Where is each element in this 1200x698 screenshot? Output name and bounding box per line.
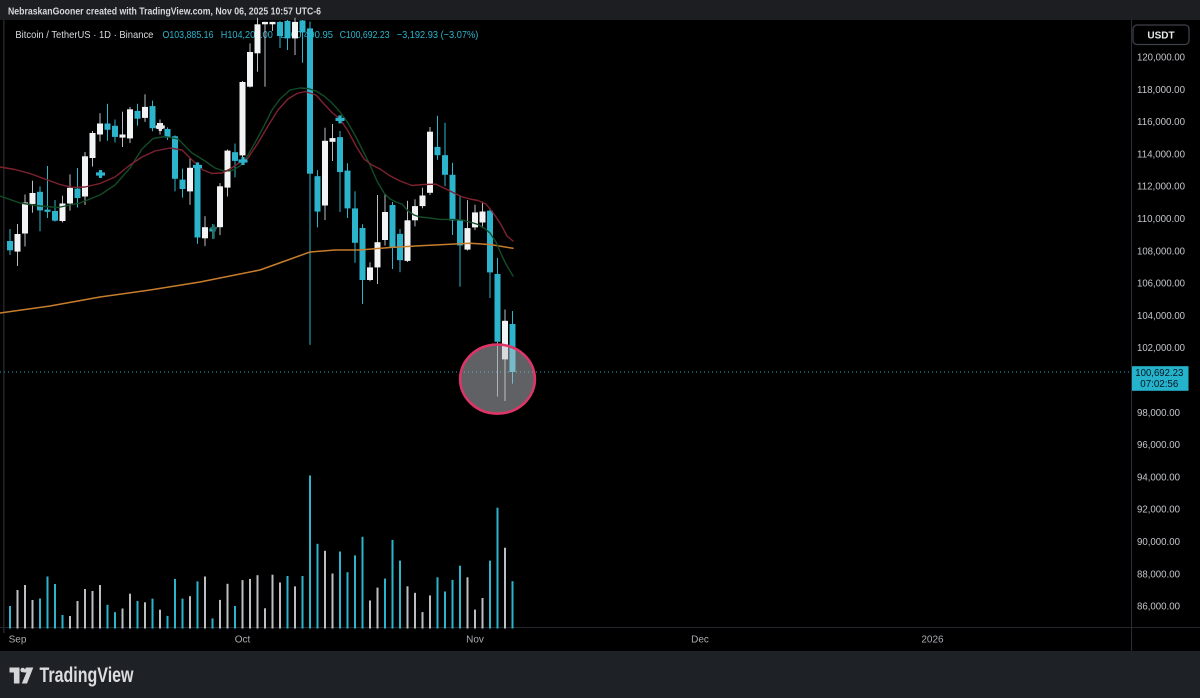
svg-text:Oct: Oct <box>235 635 251 646</box>
svg-text:116,000.00: 116,000.00 <box>1137 117 1185 128</box>
svg-text:2026: 2026 <box>921 635 944 646</box>
svg-text:H104,206.00: H104,206.00 <box>221 30 273 41</box>
svg-text:−3,192.93 (−3.07%): −3,192.93 (−3.07%) <box>397 30 479 41</box>
svg-text:92,000.00: 92,000.00 <box>1137 505 1180 516</box>
svg-text:86,000.00: 86,000.00 <box>1137 602 1180 613</box>
svg-text:100,692.23: 100,692.23 <box>1135 368 1183 379</box>
svg-text:USDT: USDT <box>1147 30 1174 41</box>
svg-text:94,000.00: 94,000.00 <box>1137 472 1180 483</box>
svg-text:Sep: Sep <box>9 635 27 646</box>
svg-text:07:02:56: 07:02:56 <box>1140 379 1178 390</box>
svg-text:L100,490.95: L100,490.95 <box>280 30 333 41</box>
svg-text:112,000.00: 112,000.00 <box>1137 182 1185 193</box>
svg-text:C100,692.23: C100,692.23 <box>340 30 390 41</box>
svg-text:NebraskanGooner created with T: NebraskanGooner created with TradingView… <box>8 6 321 18</box>
svg-text:O103,885.16: O103,885.16 <box>163 30 214 41</box>
svg-text:106,000.00: 106,000.00 <box>1137 279 1185 290</box>
svg-text:104,000.00: 104,000.00 <box>1137 311 1185 322</box>
svg-text:Bitcoin / TetherUS · 1D · Bina: Bitcoin / TetherUS · 1D · Binance <box>15 30 153 41</box>
svg-text:118,000.00: 118,000.00 <box>1137 85 1185 96</box>
svg-text:98,000.00: 98,000.00 <box>1137 408 1180 419</box>
svg-text:120,000.00: 120,000.00 <box>1137 53 1185 64</box>
svg-text:96,000.00: 96,000.00 <box>1137 440 1180 451</box>
svg-text:88,000.00: 88,000.00 <box>1137 569 1180 580</box>
svg-text:114,000.00: 114,000.00 <box>1137 149 1185 160</box>
svg-text:TradingView: TradingView <box>40 664 134 687</box>
svg-text:108,000.00: 108,000.00 <box>1137 246 1185 257</box>
svg-text:110,000.00: 110,000.00 <box>1137 214 1185 225</box>
svg-text:90,000.00: 90,000.00 <box>1137 537 1180 548</box>
svg-text:Nov: Nov <box>466 635 484 646</box>
svg-text:Dec: Dec <box>691 635 709 646</box>
svg-text:102,000.00: 102,000.00 <box>1137 343 1185 354</box>
